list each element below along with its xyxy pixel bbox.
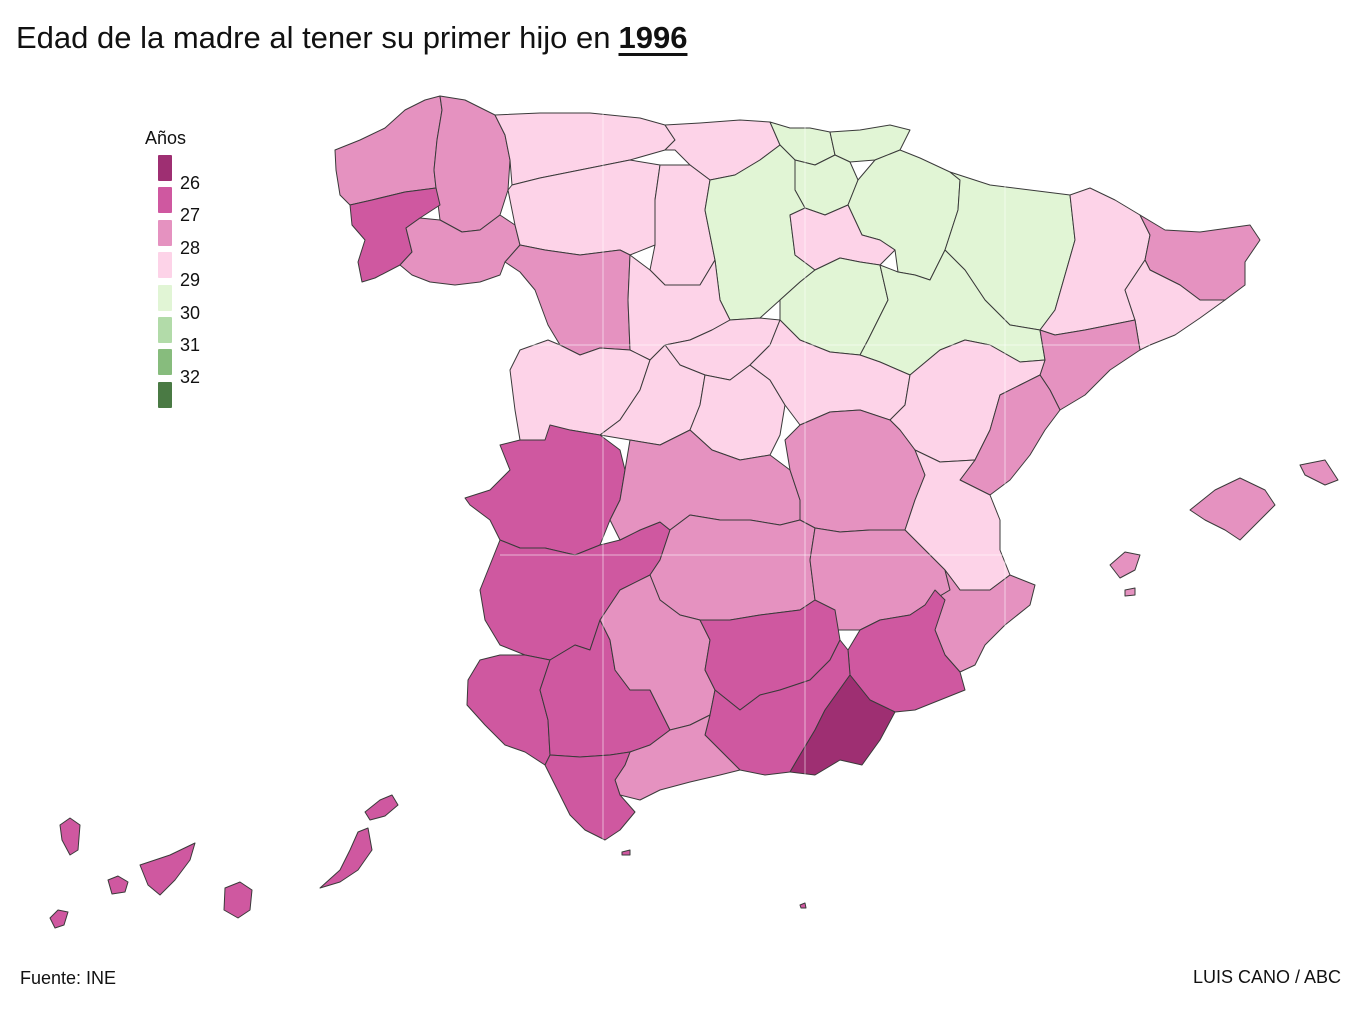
legend-swatch <box>158 284 172 311</box>
province-barcelona[interactable] <box>1124 259 1226 351</box>
graticule <box>500 100 1150 850</box>
legend: Años 26 27 28 29 30 31 32 <box>142 128 200 414</box>
legend-swatch <box>158 155 172 181</box>
legend-item: 27 <box>142 187 200 225</box>
province-asturias[interactable] <box>494 112 676 186</box>
province-zamora[interactable] <box>504 244 631 356</box>
province-palencia[interactable] <box>649 164 716 286</box>
legend-item: 30 <box>142 284 200 323</box>
legend-swatch <box>158 316 172 343</box>
legend-title: Años <box>145 128 187 148</box>
legend-label: 31 <box>180 334 201 355</box>
source-note: Fuente: INE <box>20 968 117 988</box>
province-almeria[interactable] <box>789 674 896 776</box>
legend-swatch <box>158 252 172 279</box>
legend-swatch <box>158 381 172 408</box>
credit-note: LUIS CANO / ABC <box>1192 967 1341 987</box>
province-illes-balears[interactable] <box>1109 459 1339 597</box>
province-a-coruna[interactable] <box>334 95 443 206</box>
province-madrid[interactable] <box>689 364 786 461</box>
legend-label: 29 <box>180 270 201 291</box>
legend-item <box>142 381 186 414</box>
legend-label: 27 <box>180 205 201 226</box>
province-ceuta[interactable] <box>621 849 631 856</box>
province-ciudad-real[interactable] <box>649 514 816 621</box>
legend-item: 32 <box>142 349 200 387</box>
province-santa-cruz-de-tenerife[interactable] <box>49 817 196 929</box>
province-huelva[interactable] <box>466 654 551 766</box>
province-melilla[interactable] <box>799 902 807 909</box>
legend-label: 26 <box>180 173 201 193</box>
province-caceres[interactable] <box>464 424 626 556</box>
map-title-text: Edad de la madre al tener su primer hijo… <box>16 20 611 55</box>
map-title: Edad de la madre al tener su primer hijo… <box>16 20 687 56</box>
province-las-palmas[interactable] <box>223 794 399 919</box>
legend-label: 30 <box>180 302 201 323</box>
legend-swatch <box>158 219 172 246</box>
map-title-year: 1996 <box>618 20 688 55</box>
province-cadiz[interactable] <box>544 751 636 841</box>
legend-label: 32 <box>180 367 201 388</box>
legend-swatch <box>158 187 172 214</box>
legend-item: 26 <box>142 155 200 193</box>
legend-item: 31 <box>142 316 200 355</box>
legend-item: 28 <box>142 219 200 258</box>
legend-item: 29 <box>142 252 200 290</box>
legend-label: 28 <box>180 237 201 258</box>
legend-swatch <box>158 349 172 376</box>
